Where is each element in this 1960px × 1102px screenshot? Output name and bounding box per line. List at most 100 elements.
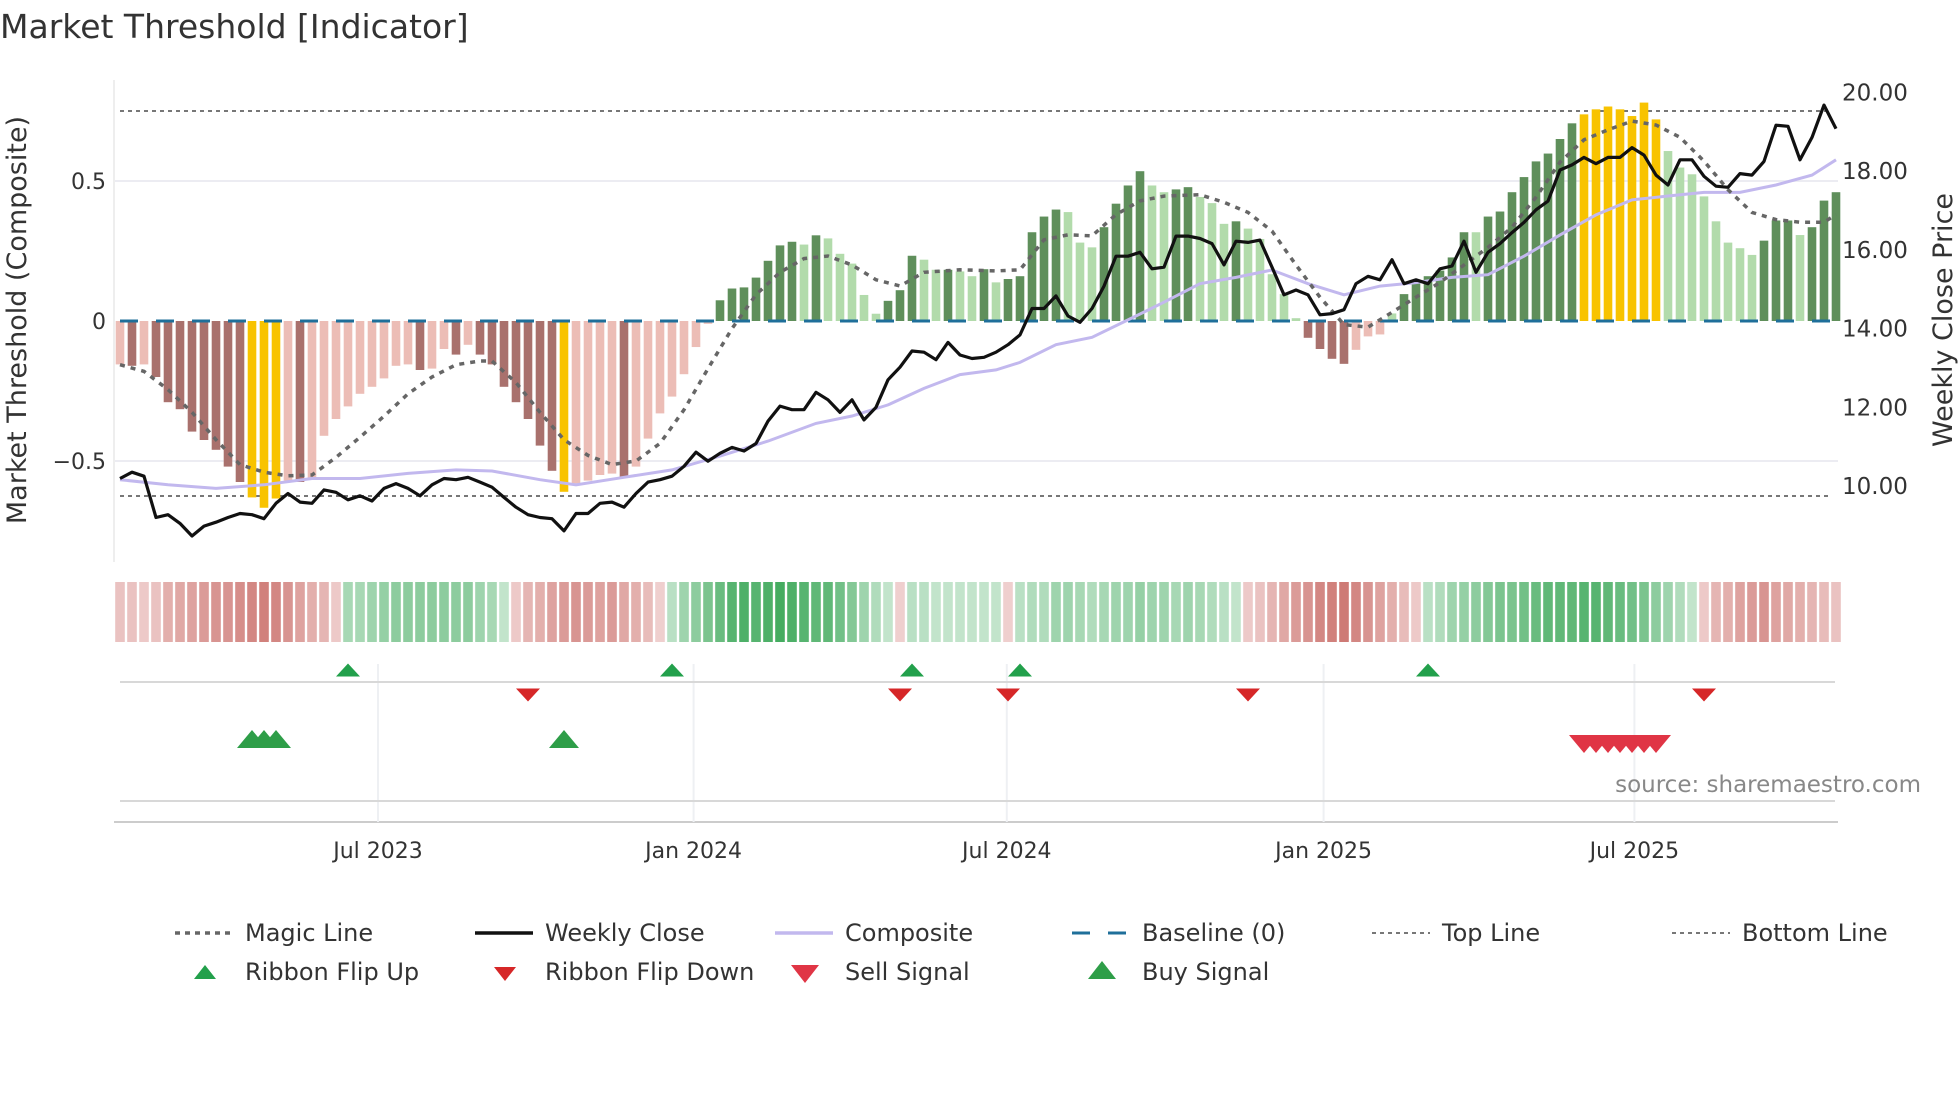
- composite-bar: [367, 321, 377, 387]
- composite-bar: [1279, 294, 1289, 321]
- ribbon-cell: [1759, 582, 1769, 642]
- composite-bar: [475, 321, 485, 355]
- composite-bar: [307, 321, 317, 478]
- composite-bar: [127, 321, 137, 366]
- ribbon-cell: [295, 582, 305, 642]
- legend-item-sell: Sell Signal: [791, 958, 970, 986]
- ribbon-flip-down-marker: [996, 688, 1020, 702]
- composite-bar: [523, 321, 533, 419]
- composite-bar: [727, 288, 737, 321]
- composite-bar: [811, 235, 821, 321]
- composite-bar: [559, 321, 569, 492]
- legend-item-close: Weekly Close: [475, 919, 705, 947]
- ribbon-cell: [943, 582, 953, 642]
- composite-bar: [451, 321, 461, 355]
- ribbon-flip-up-marker: [336, 663, 360, 677]
- composite-bar: [667, 321, 677, 397]
- composite-bar: [1087, 247, 1097, 321]
- ribbon-cell: [1567, 582, 1577, 642]
- composite-bar: [247, 321, 257, 498]
- ribbon-cell: [259, 582, 269, 642]
- ribbon-cell: [823, 582, 833, 642]
- composite-bar: [1411, 281, 1421, 321]
- ribbon-cell: [1159, 582, 1169, 642]
- ribbon-cell: [883, 582, 893, 642]
- ribbon-cell: [619, 582, 629, 642]
- composite-bar: [775, 245, 785, 321]
- y-tick-label: 0.5: [71, 170, 106, 195]
- composite-bar: [391, 321, 401, 366]
- ribbon-cell: [175, 582, 185, 642]
- composite-bar: [271, 321, 281, 499]
- ribbon-cell: [523, 582, 533, 642]
- composite-bar: [1783, 220, 1793, 321]
- ribbon-cell: [739, 582, 749, 642]
- composite-bar: [1639, 102, 1649, 321]
- composite-bar: [163, 321, 173, 403]
- y-right-tick-label: 12.00: [1842, 395, 1908, 421]
- ribbon-cell: [583, 582, 593, 642]
- composite-bar: [235, 321, 245, 482]
- ribbon-cell: [1639, 582, 1649, 642]
- ribbon-cell: [1015, 582, 1025, 642]
- legend-item-baseline: Baseline (0): [1072, 919, 1285, 947]
- ribbon-cell: [1339, 582, 1349, 642]
- ribbon-cell: [847, 582, 857, 642]
- ribbon-cell: [1687, 582, 1697, 642]
- composite-bar: [1315, 321, 1325, 349]
- composite-bar: [1123, 185, 1133, 321]
- composite-bar: [1531, 161, 1541, 321]
- y-tick-label: 0: [92, 310, 106, 335]
- ribbon-cell: [1675, 582, 1685, 642]
- ribbon-cell: [1795, 582, 1805, 642]
- composite-bar: [619, 321, 629, 478]
- ribbon-cell: [1195, 582, 1205, 642]
- composite-bar: [355, 321, 365, 394]
- ribbon-cell: [1531, 582, 1541, 642]
- composite-bar: [979, 269, 989, 321]
- composite-bar: [787, 241, 797, 321]
- composite-bar: [1423, 276, 1433, 321]
- composite-bar: [1807, 227, 1817, 321]
- triangle-up-icon: [194, 965, 216, 979]
- composite-bar: [847, 263, 857, 321]
- composite-bar: [379, 321, 389, 379]
- composite-bar: [223, 321, 233, 467]
- ribbon-cell: [1207, 582, 1217, 642]
- ribbon-cell: [907, 582, 917, 642]
- composite-bar: [919, 259, 929, 321]
- legend-item-buy: Buy Signal: [1088, 958, 1269, 986]
- composite-bar: [199, 321, 209, 440]
- composite-bar: [259, 321, 269, 508]
- composite-bar: [1615, 109, 1625, 321]
- x-tick-label: Jan 2024: [643, 839, 742, 864]
- ribbon-cell: [1603, 582, 1613, 642]
- legend: Magic Line Weekly Close Composite Baseline …: [175, 919, 1888, 986]
- composite-bar: [1735, 248, 1745, 321]
- ribbon-cell: [751, 582, 761, 642]
- ribbon-cell: [367, 582, 377, 642]
- composite-bar: [1483, 216, 1493, 321]
- composite-bar: [511, 321, 521, 403]
- ribbon-cell: [271, 582, 281, 642]
- composite-bar: [1555, 139, 1565, 321]
- buy-signal-marker: [261, 730, 291, 748]
- composite-bar: [463, 321, 473, 345]
- composite-bar: [1099, 227, 1109, 321]
- legend-item-flip_down: Ribbon Flip Down: [494, 958, 754, 986]
- ribbon-cell: [235, 582, 245, 642]
- ribbon-cell: [1543, 582, 1553, 642]
- ribbon-cell: [727, 582, 737, 642]
- composite-bar: [583, 321, 593, 481]
- ribbon-cell: [895, 582, 905, 642]
- composite-bar: [595, 321, 605, 475]
- ribbon-cell: [1171, 582, 1181, 642]
- ribbon-cell: [1399, 582, 1409, 642]
- ribbon-cell: [1075, 582, 1085, 642]
- composite-bar: [1159, 192, 1169, 321]
- composite-bar: [1663, 151, 1673, 321]
- composite-bar: [871, 313, 881, 321]
- ribbon-cell: [427, 582, 437, 642]
- ribbon-cell: [991, 582, 1001, 642]
- ribbon-flip-down-marker: [1692, 688, 1716, 702]
